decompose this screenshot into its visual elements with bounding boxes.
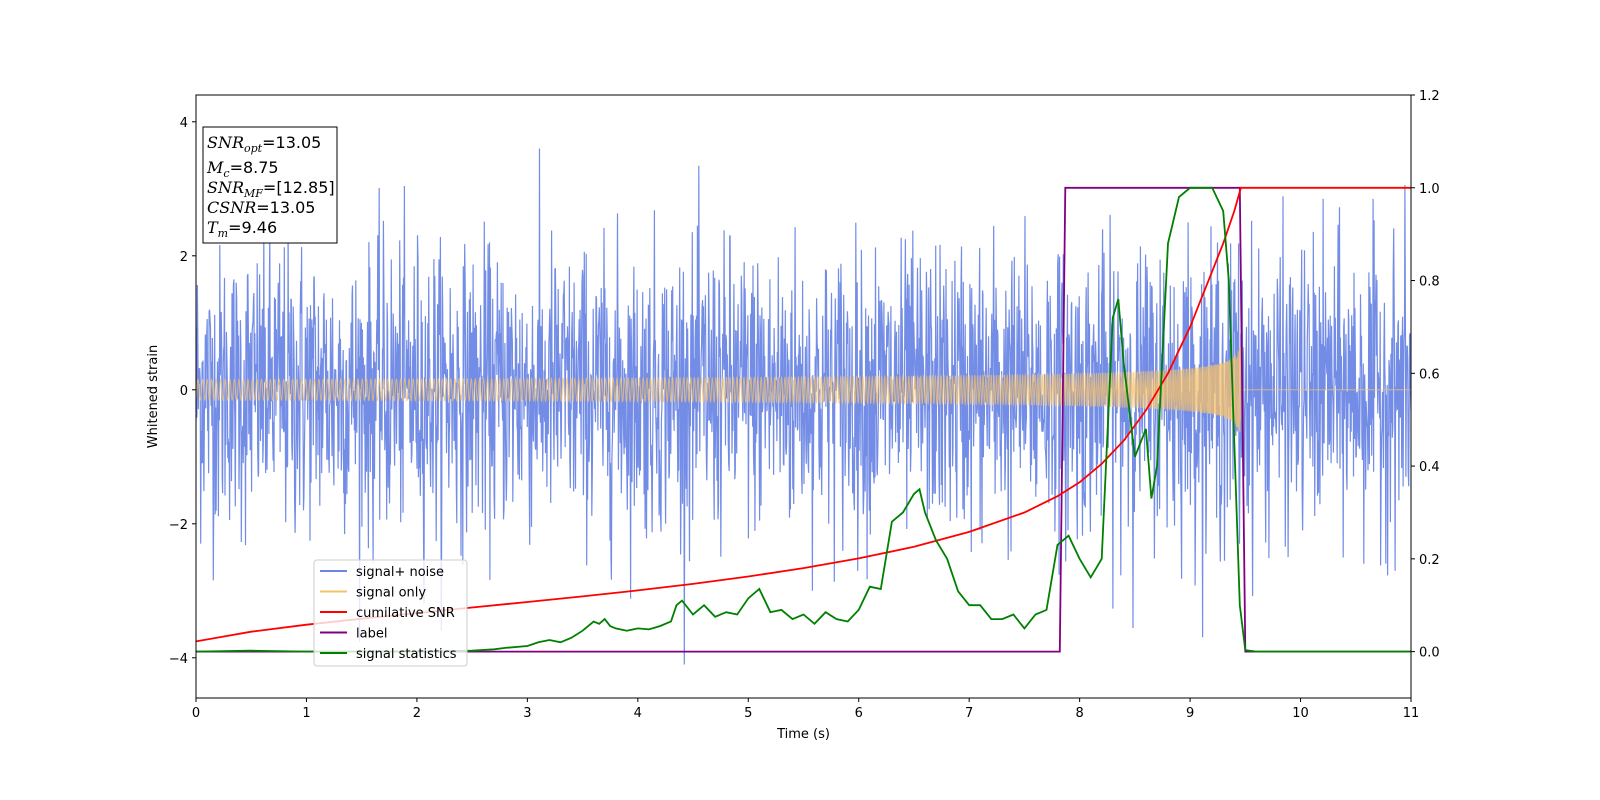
y-axis-right: 0.0 0.2 0.4 0.6 0.8 1.0 1.2 bbox=[1411, 89, 1440, 661]
legend-entry: signal only bbox=[356, 586, 426, 601]
y-tick-label-right: 0.2 bbox=[1419, 553, 1440, 568]
signal-only-line bbox=[196, 346, 1411, 432]
annotation-box: SNRopt=13.05 Mc=8.75SNRMF=[12.85]CSNR=13.… bbox=[202, 126, 338, 244]
y-tick-label-right: 0.0 bbox=[1419, 646, 1440, 661]
y-tick-label-right: 0.6 bbox=[1419, 367, 1440, 382]
signal-plus-noise-line bbox=[196, 148, 1411, 665]
x-tick-label: 4 bbox=[634, 706, 642, 721]
y-tick-label-left: 2 bbox=[180, 250, 188, 265]
right-axis-series bbox=[196, 186, 1411, 653]
x-tick-label: 1 bbox=[302, 706, 310, 721]
annotation-line: CSNR=13.05 bbox=[207, 198, 315, 217]
x-tick-label: 6 bbox=[855, 706, 863, 721]
x-tick-label: 0 bbox=[192, 706, 200, 721]
x-axis-label: Time (s) bbox=[776, 727, 830, 742]
y-tick-label-right: 1.0 bbox=[1419, 182, 1440, 197]
annotation-frame bbox=[202, 126, 338, 244]
x-tick-label: 3 bbox=[523, 706, 531, 721]
annotation-line: SNRMF=[12.85] bbox=[207, 178, 335, 200]
noise-series bbox=[196, 148, 1411, 665]
y-axis-label: Whitened strain bbox=[146, 345, 161, 448]
legend-entry: signal+ noise bbox=[356, 565, 444, 580]
y-tick-label-left: 4 bbox=[180, 116, 188, 131]
x-axis: 0 1 2 3 4 5 6 7 8 9 10 11 bbox=[192, 698, 1419, 721]
legend-frame bbox=[313, 559, 468, 667]
y-tick-label-left: −2 bbox=[169, 518, 188, 533]
y-tick-label-right: 1.2 bbox=[1419, 89, 1440, 104]
legend: signal+ noise signal only cumilative SNR la… bbox=[313, 559, 468, 667]
x-tick-label: 9 bbox=[1186, 706, 1194, 721]
y-axis-left: −4 −2 0 2 4 bbox=[169, 116, 196, 667]
y-tick-label-right: 0.8 bbox=[1419, 275, 1440, 290]
annotation-line: Mc=8.75 bbox=[206, 158, 279, 180]
x-tick-label: 7 bbox=[965, 706, 973, 721]
legend-entry: label bbox=[356, 627, 387, 642]
x-tick-label: 8 bbox=[1075, 706, 1083, 721]
signal-statistics-line bbox=[196, 186, 1411, 653]
signal-only-series bbox=[196, 346, 1411, 432]
x-tick-label: 5 bbox=[744, 706, 752, 721]
cumilative-snr-line bbox=[196, 186, 1411, 643]
x-tick-label: 2 bbox=[413, 706, 421, 721]
plot-frame bbox=[195, 94, 1412, 699]
annotation-line: Tm=9.46 bbox=[207, 218, 277, 240]
legend-entry: cumilative SNR bbox=[356, 606, 455, 621]
y-tick-label-left: −4 bbox=[169, 652, 188, 667]
x-tick-label: 11 bbox=[1403, 706, 1420, 721]
legend-entry: signal statistics bbox=[356, 647, 457, 662]
y-tick-label-left: 0 bbox=[180, 384, 188, 399]
annotation-line: SNRopt=13.05 bbox=[207, 133, 321, 155]
y-tick-label-right: 0.4 bbox=[1419, 460, 1440, 475]
x-tick-label: 10 bbox=[1292, 706, 1309, 721]
